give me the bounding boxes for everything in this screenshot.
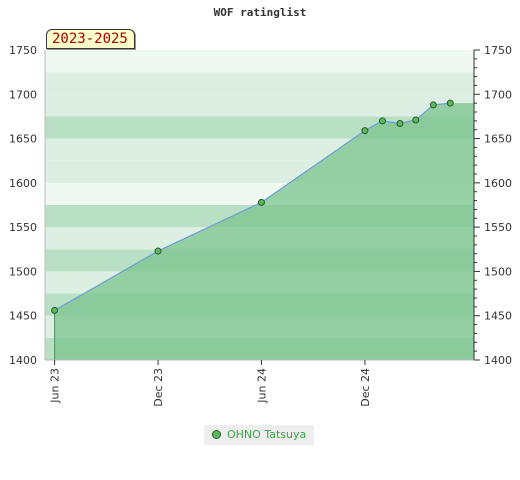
legend-swatch-icon: [212, 430, 221, 439]
legend: OHNO Tatsuya: [204, 425, 315, 445]
y-tick-label-right: 1650: [484, 133, 512, 146]
data-point: [446, 99, 454, 107]
y-tick-label-left: 1600: [9, 177, 37, 190]
x-tick-label: Jun 23: [49, 368, 62, 404]
grid-band: [45, 94, 474, 117]
data-point: [412, 116, 420, 124]
x-tick-label: Dec 23: [152, 368, 165, 407]
y-tick-label-right: 1700: [484, 88, 512, 101]
y-tick-label-right: 1450: [484, 310, 512, 323]
y-tick-label-left: 1550: [9, 221, 37, 234]
y-tick-label-left: 1500: [9, 265, 37, 278]
series-area: [54, 103, 474, 361]
chart-title: WOF ratinglist: [213, 6, 307, 19]
y-tick-label-left: 1650: [9, 133, 37, 146]
y-tick-label-right: 1600: [484, 177, 512, 190]
grid-band: [45, 50, 474, 73]
y-tick-label-right: 1750: [484, 44, 512, 57]
legend-entry-label: OHNO Tatsuya: [227, 428, 307, 441]
date-range-badge: 2023-2025: [46, 29, 135, 49]
data-point: [378, 117, 386, 125]
grid-band: [45, 72, 474, 95]
data-point: [257, 198, 265, 206]
data-point: [361, 127, 369, 135]
data-point: [396, 120, 404, 128]
y-tick-label-left: 1450: [9, 310, 37, 323]
y-tick-label-right: 1550: [484, 221, 512, 234]
y-tick-label-left: 1400: [9, 354, 37, 367]
x-tick-label: Dec 24: [359, 368, 372, 407]
data-point: [429, 101, 437, 109]
x-tick-label: Jun 24: [255, 368, 268, 404]
y-tick-label-right: 1400: [484, 354, 512, 367]
y-tick-label-left: 1750: [9, 44, 37, 57]
data-point: [51, 306, 59, 314]
y-tick-label-left: 1700: [9, 88, 37, 101]
data-point: [154, 247, 162, 255]
y-tick-label-right: 1500: [484, 265, 512, 278]
